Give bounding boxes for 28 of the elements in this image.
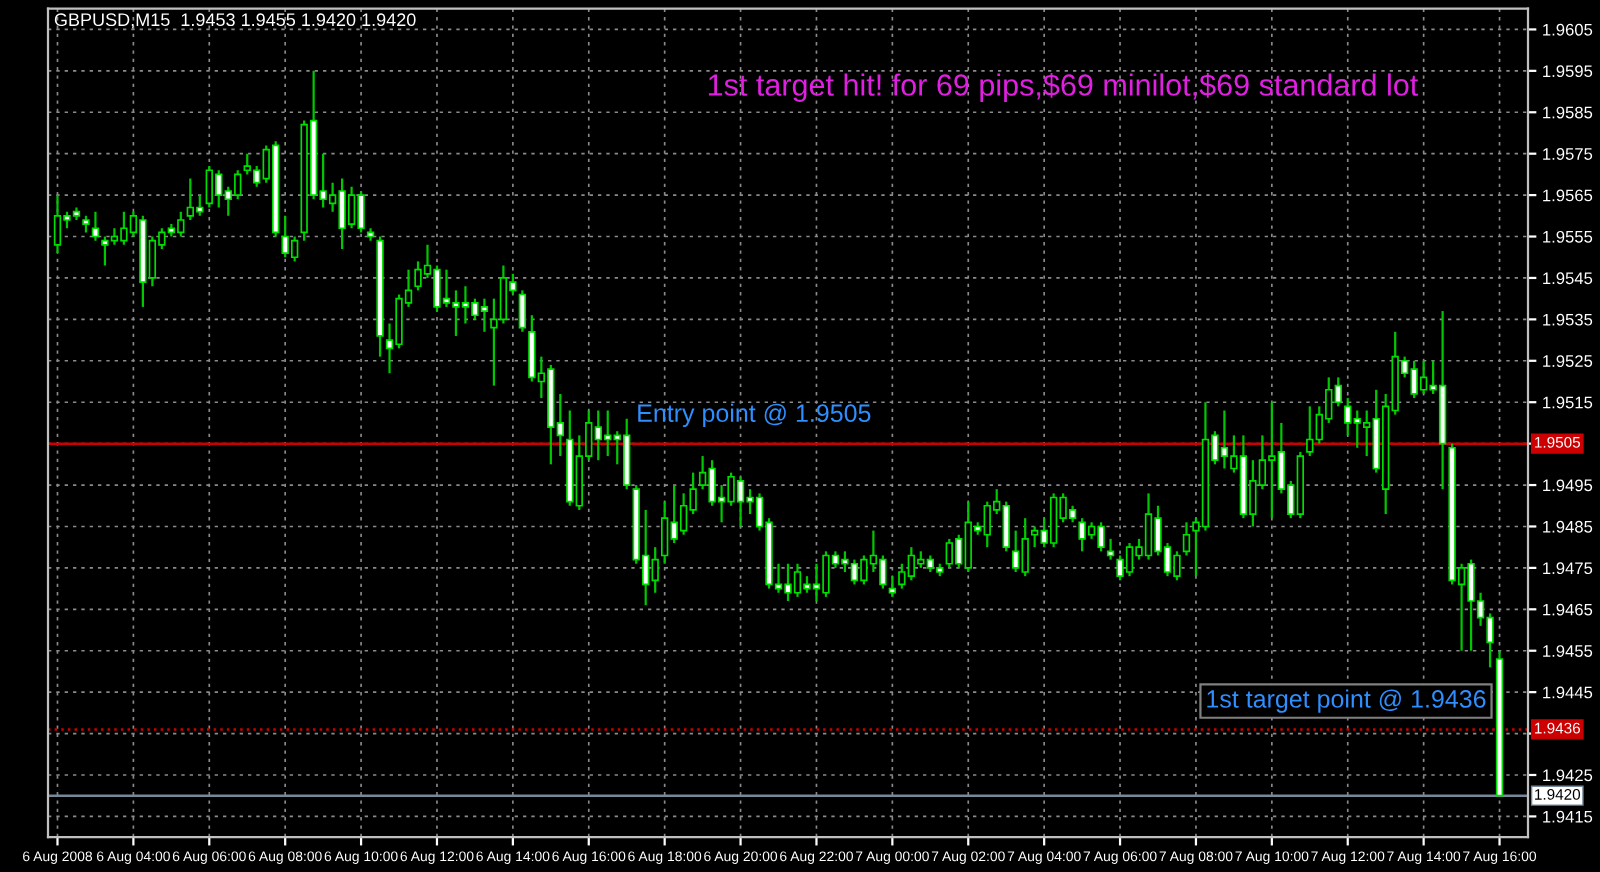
y-tick-label: 1.9575 xyxy=(1543,148,1593,160)
y-tick-label: 1.9425 xyxy=(1543,769,1593,782)
y-tick-label: 1.9585 xyxy=(1543,106,1593,119)
y-tick-label: 1.9605 xyxy=(1543,23,1593,36)
annotation: 1st target point @ 1.9436 xyxy=(1207,689,1486,713)
y-tick-label: 1.9535 xyxy=(1543,313,1593,326)
y-tick-label: 1.9595 xyxy=(1543,65,1593,78)
candlestick xyxy=(1182,521,1191,557)
candlestick xyxy=(888,575,897,598)
y-tick-label: 1.9455 xyxy=(1543,645,1593,657)
candlestick xyxy=(290,235,299,263)
candlestick xyxy=(1106,537,1115,561)
y-tick-label: 1.9565 xyxy=(1543,189,1593,202)
y-tick-label: 1.9465 xyxy=(1543,603,1593,616)
y-tick-label: 1.9485 xyxy=(1543,520,1593,533)
y-tick-label: 1.9545 xyxy=(1543,272,1593,285)
annotation: Entry point @ 1.9505 xyxy=(638,403,871,427)
y-tick-label: 1.9475 xyxy=(1543,562,1593,575)
y-tick-label: 1.9415 xyxy=(1543,810,1593,823)
y-tick-label: 1.9525 xyxy=(1543,355,1593,367)
chart-title: GBPUSD,M15 1.9453 1.9455 1.9420 1.9420 xyxy=(54,13,416,29)
y-tick-label: 1.9445 xyxy=(1543,686,1593,699)
y-tick-label: 1.9515 xyxy=(1543,396,1593,409)
candlestick xyxy=(518,289,527,333)
y-tick-label: 1.9555 xyxy=(1543,230,1593,243)
candlestick xyxy=(91,210,100,242)
annotation: 1st target hit! for 69 pips,$69 minilot,$69 standard lot xyxy=(708,72,1419,102)
y-tick-label: 1.9495 xyxy=(1543,479,1593,492)
